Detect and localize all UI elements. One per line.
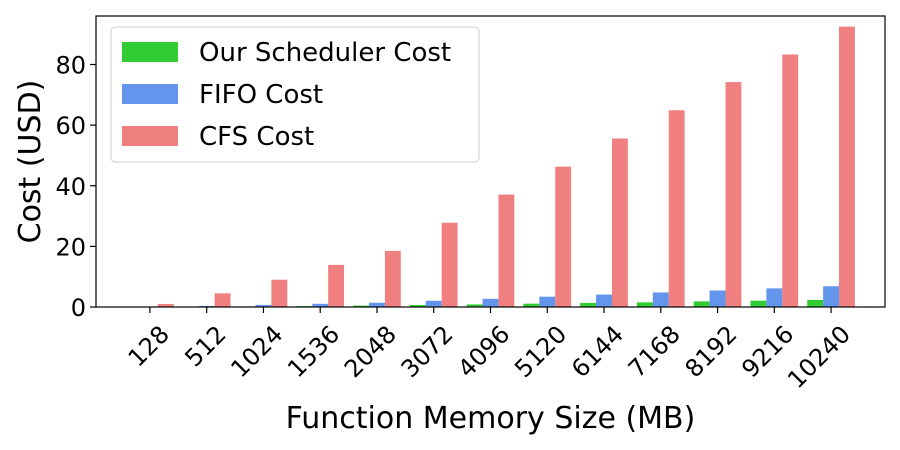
x-tick-label: 512 — [179, 320, 231, 372]
bar-fifo-cost-3072 — [425, 300, 442, 307]
bar-cfs-cost-128 — [157, 303, 174, 307]
x-tick-label: 6144 — [566, 320, 629, 383]
bar-cfs-cost-4096 — [498, 194, 515, 307]
bar-cfs-cost-7168 — [668, 110, 685, 307]
bar-fifo-cost-9216 — [766, 288, 783, 307]
bar-our-scheduler-cost-3072 — [409, 305, 426, 307]
y-tick-label: 80 — [55, 52, 86, 80]
x-tick-label: 4096 — [452, 320, 515, 383]
bar-our-scheduler-cost-7168 — [636, 302, 653, 307]
bar-fifo-cost-2048 — [369, 302, 385, 307]
bar-cfs-cost-3072 — [441, 222, 458, 307]
legend-label: Our Scheduler Cost — [199, 38, 451, 68]
bar-our-scheduler-cost-10240 — [807, 299, 824, 307]
x-tick-label: 8192 — [680, 320, 743, 383]
bar-our-scheduler-cost-5120 — [523, 303, 540, 307]
bar-fifo-cost-7168 — [652, 292, 669, 307]
x-tick-label: 1536 — [282, 320, 345, 383]
bar-cfs-cost-1536 — [328, 264, 345, 307]
x-tick-label: 7168 — [623, 320, 686, 383]
x-axis-title: Function Memory Size (MB) — [286, 401, 696, 436]
bar-fifo-cost-6144 — [596, 294, 612, 307]
x-tick-label: 128 — [123, 320, 175, 372]
x-tick-label: 5120 — [509, 320, 572, 383]
legend-swatch — [122, 84, 178, 104]
y-tick-label: 20 — [55, 233, 86, 261]
y-axis: 0 20 40 60 80 — [55, 52, 96, 322]
bar-our-scheduler-cost-9216 — [750, 300, 767, 307]
bar-cfs-cost-10240 — [839, 26, 855, 307]
bar-cfs-cost-2048 — [384, 250, 401, 307]
bar-our-scheduler-cost-4096 — [466, 304, 483, 307]
bar-fifo-cost-1536 — [312, 303, 329, 307]
bar-cfs-cost-6144 — [611, 138, 628, 307]
x-tick-label: 3072 — [396, 320, 459, 383]
legend-swatch — [122, 126, 178, 146]
x-tick-label: 1024 — [225, 320, 288, 383]
bar-fifo-cost-10240 — [823, 286, 840, 307]
bar-cfs-cost-1024 — [271, 279, 288, 307]
bar-cfs-cost-5120 — [555, 166, 572, 307]
bar-fifo-cost-1024 — [255, 304, 272, 307]
bar-our-scheduler-cost-2048 — [353, 305, 370, 307]
bar-fifo-cost-4096 — [482, 298, 499, 307]
x-tick-label: 2048 — [339, 320, 402, 383]
bar-cfs-cost-512 — [214, 293, 231, 307]
y-tick-label: 0 — [71, 294, 86, 322]
y-axis-title: Cost (USD) — [13, 80, 48, 244]
x-tick-label: 10240 — [782, 320, 856, 394]
bar-cfs-cost-9216 — [782, 54, 799, 308]
y-tick-label: 40 — [55, 173, 86, 201]
bars-layer — [126, 26, 855, 308]
legend: Our Scheduler Cost FIFO Cost CFS Cost — [110, 26, 480, 163]
bar-fifo-cost-8192 — [709, 290, 726, 307]
legend-box — [110, 26, 480, 163]
legend-swatch — [122, 42, 178, 62]
bar-fifo-cost-5120 — [539, 296, 556, 307]
y-tick-label: 60 — [55, 112, 86, 140]
bar-cfs-cost-8192 — [725, 82, 742, 307]
legend-label: CFS Cost — [199, 122, 314, 152]
legend-label: FIFO Cost — [199, 80, 323, 110]
bar-our-scheduler-cost-6144 — [580, 302, 597, 307]
bar-our-scheduler-cost-8192 — [693, 301, 710, 307]
x-axis: 128 5121024153620483072409651206144716881… — [123, 307, 856, 394]
